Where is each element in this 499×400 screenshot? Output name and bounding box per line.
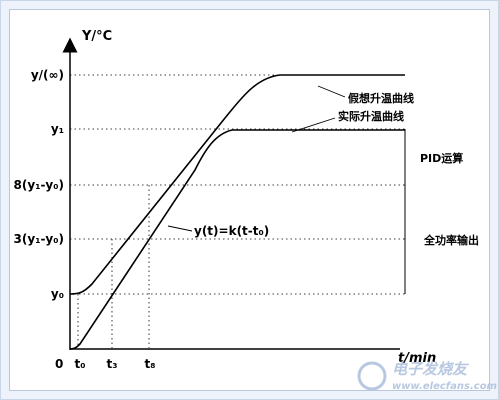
x-axis-label: t/min [398, 351, 436, 366]
actual-curve-leader [291, 117, 336, 133]
formula-leader [167, 225, 193, 232]
diagram-panel [9, 9, 490, 391]
actual-curve-label: 实际升温曲线 [338, 109, 404, 123]
pid-region-label: PID运算 [420, 151, 463, 165]
watermark-logo [357, 361, 387, 391]
watermark: 电子发烧友 www.elecfans.com [357, 360, 497, 392]
t8-label: t₈ [145, 357, 156, 371]
t-reference-lines [77, 185, 150, 348]
ideal-heating-curve [69, 74, 405, 295]
watermark-url: www.elecfans.com [392, 381, 497, 392]
full-power-region-label: 全功率输出 [423, 233, 479, 247]
formula-label: y(t)=k(t-t₀) [194, 224, 269, 238]
leader-lines [167, 85, 346, 232]
y-inf-label: y/(∞) [31, 68, 64, 82]
origin-label: 0 [55, 357, 63, 371]
y3-label: 3(y₁-y₀) [14, 232, 64, 246]
y1-label: y₁ [51, 122, 64, 136]
t3-label: t₃ [107, 357, 118, 371]
ideal-curve-label: 假想升温曲线 [348, 91, 414, 105]
ideal-curve-leader [317, 85, 346, 98]
y0-label: y₀ [51, 287, 64, 301]
actual-heating-curve [69, 129, 405, 350]
t0-label: t₀ [75, 357, 86, 371]
watermark-brand: 电子发烧友 [392, 360, 469, 378]
y8-label: 8(y₁-y₀) [14, 178, 64, 192]
reference-lines [70, 74, 405, 295]
y-axis-label: Y/°C [81, 29, 112, 44]
